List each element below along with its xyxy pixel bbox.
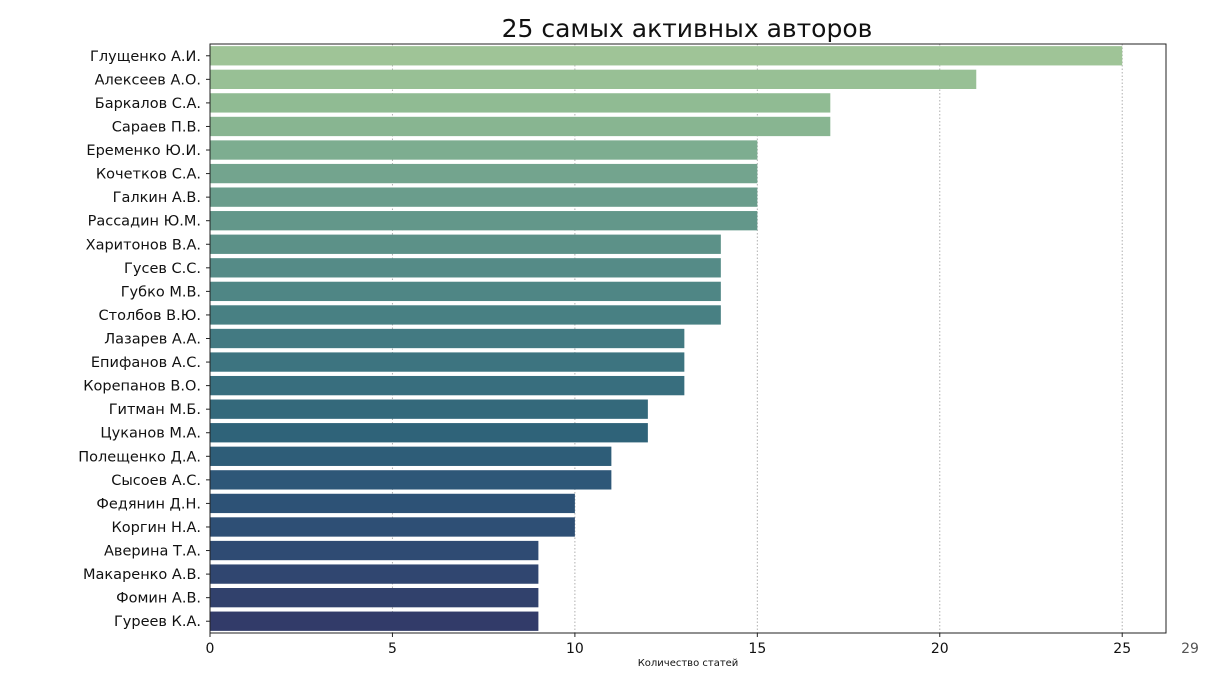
category-label: Гитман М.Б. [109,402,201,418]
x-axis-ticks: 0 5 10 15 20 25 [206,633,1131,657]
category-label: Баркалов С.А. [95,96,201,112]
category-label: Цуканов М.А. [100,426,201,442]
bar [210,305,721,325]
category-label: Корепанов В.О. [83,379,201,395]
category-label: Сараев П.В. [112,119,201,135]
bar [210,564,539,584]
bar [210,540,539,561]
category-label: Макаренко А.В. [83,567,201,583]
bar [210,93,831,113]
category-label: Аверина Т.А. [104,544,201,560]
bar [210,258,721,278]
bar [210,517,575,537]
category-label: Федянин Д.Н. [96,496,201,512]
category-label: Епифанов А.С. [91,355,201,371]
bars-group [210,46,1123,631]
category-label: Губко М.В. [121,284,201,300]
category-label: Сысоев А.С. [111,473,201,489]
x-tick-label: 10 [566,641,584,657]
category-label: Глущенко А.И. [90,49,201,65]
bar [210,69,977,89]
x-tick-label: 20 [931,641,949,657]
category-label: Галкин А.В. [113,190,201,206]
bar [210,140,758,160]
x-tick-label: 5 [388,641,397,657]
category-label: Полещенко Д.А. [78,449,201,465]
bar [210,375,685,396]
bar [210,399,648,419]
category-label: Еременко Ю.И. [86,143,201,159]
bar [210,446,612,466]
bar [210,493,575,514]
category-label: Коргин Н.А. [111,520,201,536]
category-label: Лазарев А.А. [104,332,201,348]
category-label: Алексеев А.О. [95,72,201,88]
category-labels: Глущенко А.И. Алексеев А.О. Баркалов С.А. С… [78,49,210,630]
category-label: Кочетков С.А. [96,167,201,183]
bar [210,46,1123,66]
bar [210,234,721,254]
x-tick-label: 25 [1113,641,1131,657]
category-label: Рассадин Ю.М. [88,214,201,230]
bar [210,470,612,490]
bar [210,163,758,184]
chart-title: 25 самых активных авторов [502,14,873,43]
category-label: Фомин А.В. [116,591,201,607]
bar [210,352,685,372]
category-label: Гуреев К.А. [114,614,201,630]
bar [210,611,539,631]
x-axis-label: Количество статей [638,658,739,669]
category-label: Гусев С.С. [124,261,201,277]
bar [210,588,539,608]
bar [210,116,831,137]
bar [210,211,758,231]
bar [210,328,685,349]
x-tick-label: 0 [206,641,215,657]
bar [210,281,721,302]
bar [210,423,648,443]
page-number: 29 [1181,641,1199,657]
category-label: Харитонов В.А. [86,237,201,253]
x-tick-label: 15 [748,641,766,657]
category-label: Столбов В.Ю. [99,308,202,324]
bar [210,187,758,207]
